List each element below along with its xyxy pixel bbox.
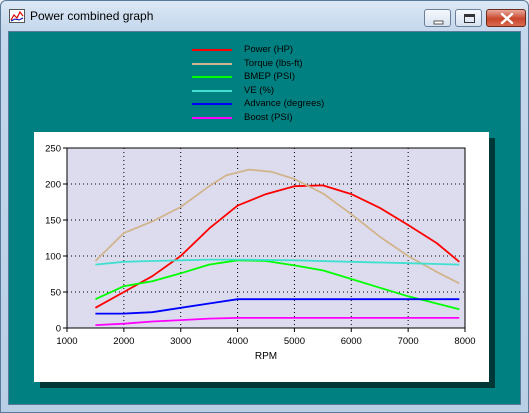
legend-label: Torque (lbs-ft): [244, 58, 303, 69]
y-tick-label: 100: [45, 252, 61, 263]
maximize-button[interactable]: [455, 9, 482, 27]
title-bar[interactable]: Power combined graph: [1, 1, 528, 31]
legend-label: BMEP (PSI): [244, 71, 295, 82]
legend-label: Advance (degrees): [244, 98, 324, 109]
legend-label: VE (%): [244, 85, 274, 96]
legend-label: Boost (PSI): [244, 112, 293, 123]
legend-item-boost: Boost (PSI): [192, 112, 392, 125]
maximize-icon: [456, 10, 483, 28]
legend-item-torque: Torque (lbs-ft): [192, 58, 392, 71]
legend-item-ve: VE (%): [192, 85, 392, 98]
y-tick-label: 0: [56, 324, 61, 335]
legend-swatch: [192, 76, 232, 78]
y-tick-label: 50: [50, 288, 61, 299]
x-tick-label: 2000: [113, 336, 134, 347]
legend-item-power: Power (HP): [192, 44, 392, 57]
y-tick-label: 250: [45, 144, 61, 155]
chart-app-icon: [9, 9, 25, 23]
y-tick-label: 150: [45, 216, 61, 227]
window-title: Power combined graph: [30, 9, 153, 23]
close-icon: [487, 10, 527, 28]
x-axis-label: RPM: [255, 351, 277, 362]
graph-area: Power (HP) Torque (lbs-ft) BMEP (PSI) VE…: [8, 31, 521, 405]
legend-item-advance: Advance (degrees): [192, 98, 392, 111]
plot-area: [67, 148, 465, 328]
x-tick-label: 8000: [454, 336, 475, 347]
minimize-icon: [425, 10, 452, 28]
x-tick-label: 5000: [284, 336, 305, 347]
x-tick-label: 3000: [170, 336, 191, 347]
x-tick-label: 7000: [398, 336, 419, 347]
x-tick-label: 4000: [227, 336, 248, 347]
close-button[interactable]: [486, 9, 526, 27]
x-tick-label: 6000: [341, 336, 362, 347]
line-chart: 0 50 100 150 200 250 1000 2000 3000 4000 5000 6000 7…: [34, 132, 489, 382]
x-tick-label: 1000: [56, 336, 77, 347]
legend-label: Power (HP): [244, 44, 293, 55]
legend-swatch: [192, 49, 232, 51]
chart-panel: 0 50 100 150 200 250 1000 2000 3000 4000 5000 6000 7…: [34, 132, 489, 382]
y-tick-label: 200: [45, 180, 61, 191]
legend-swatch: [192, 117, 232, 119]
legend-swatch: [192, 63, 232, 65]
legend-swatch: [192, 90, 232, 92]
legend-item-bmep: BMEP (PSI): [192, 71, 392, 84]
legend-swatch: [192, 103, 232, 105]
minimize-button[interactable]: [424, 9, 451, 27]
